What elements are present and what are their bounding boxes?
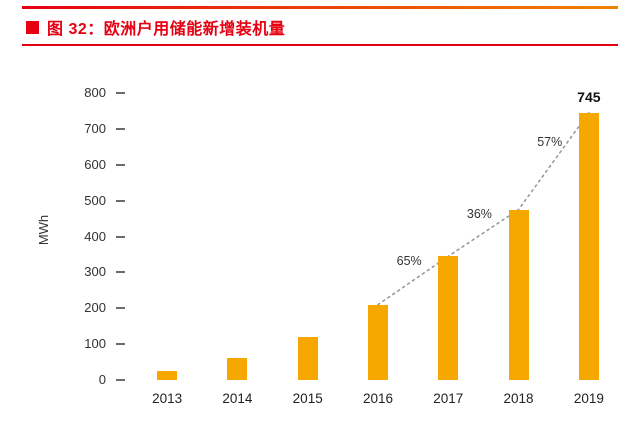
bar-2018 xyxy=(508,209,529,380)
x-label-2016: 2016 xyxy=(362,391,394,406)
y-tick-label: 700 xyxy=(84,120,106,136)
y-tick-label: 800 xyxy=(84,85,106,100)
x-label-2017: 2017 xyxy=(433,391,464,406)
y-tick-label: 600 xyxy=(84,156,106,172)
y-tick-mark xyxy=(116,235,125,238)
y-tick-label: 400 xyxy=(84,228,106,244)
y-tick-mark xyxy=(116,163,125,166)
bullet-square-icon xyxy=(26,20,39,34)
value-label-2019: 745 xyxy=(577,88,601,105)
y-tick-mark xyxy=(116,271,125,274)
y-tick-label: 300 xyxy=(84,264,106,280)
x-label-2019: 2019 xyxy=(573,391,604,406)
x-label-2018: 2018 xyxy=(503,391,534,406)
x-label-2013: 2013 xyxy=(152,391,183,406)
y-tick-label: 200 xyxy=(84,300,106,316)
bar-2014 xyxy=(227,358,248,380)
y-tick-mark xyxy=(116,199,125,202)
bar-2017 xyxy=(438,256,459,380)
bar-2015 xyxy=(297,336,318,380)
y-tick-mark xyxy=(116,307,125,310)
y-tick-mark xyxy=(116,92,125,94)
growth-label-65%: 65% xyxy=(396,254,422,269)
figure-title: 图 32：欧洲户用储能新增装机量 xyxy=(47,21,286,38)
y-tick-label: 0 xyxy=(98,372,106,387)
bar-2013 xyxy=(157,371,178,380)
y-tick-mark xyxy=(116,127,125,130)
y-tick-label: 500 xyxy=(84,192,106,208)
growth-label-57%: 57% xyxy=(537,135,563,150)
y-tick-label: 100 xyxy=(84,336,106,352)
bar-2019 xyxy=(578,112,599,380)
y-tick-mark xyxy=(116,343,125,346)
growth-label-36%: 36% xyxy=(466,206,492,221)
top-divider xyxy=(22,6,618,9)
figure-header: 图 32：欧洲户用储能新增装机量 xyxy=(26,15,285,39)
y-tick-mark xyxy=(116,379,125,381)
header-divider xyxy=(22,44,618,46)
x-label-2014: 2014 xyxy=(222,391,253,406)
bar-2016 xyxy=(368,304,388,380)
x-label-2015: 2015 xyxy=(292,391,323,406)
